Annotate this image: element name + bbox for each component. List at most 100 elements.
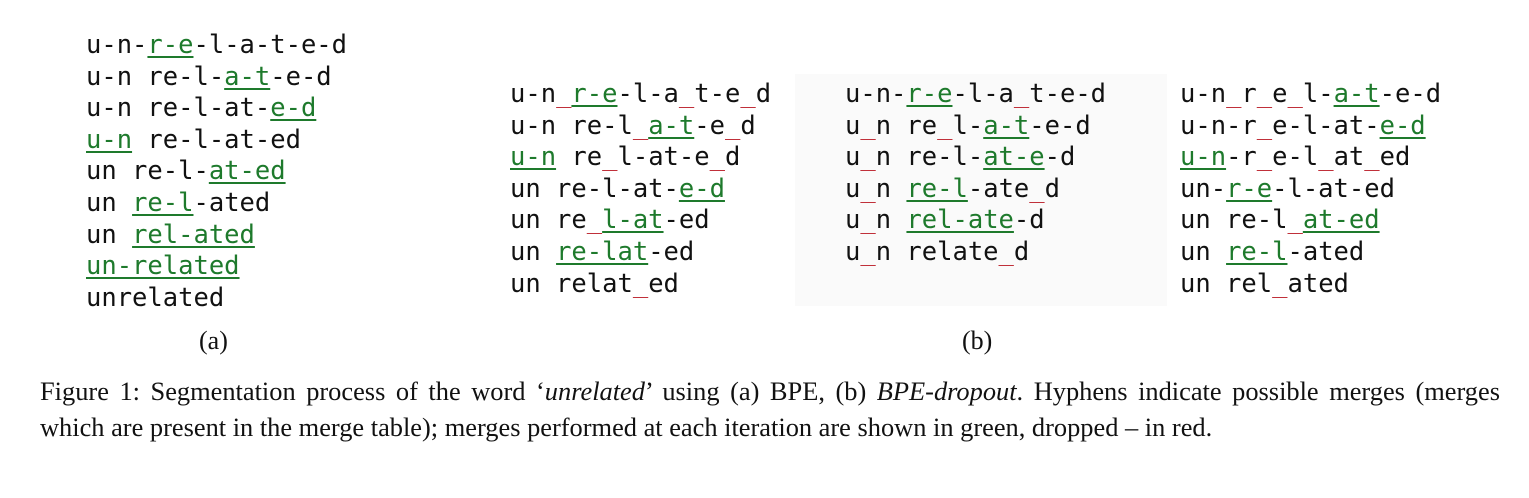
segment-text: -e-d — [1379, 79, 1442, 109]
dropped-merge: _ — [1029, 173, 1045, 204]
segment-text: un re-l- — [86, 156, 209, 187]
segment-text: -e — [694, 110, 725, 141]
segmentation-step-row: u-n re-l-a-t-e-d — [86, 62, 347, 94]
segmentation-step-row: un-related — [86, 251, 347, 283]
segment-text: u-n re-l- — [86, 61, 225, 92]
merged-segment: e-d — [1379, 110, 1426, 141]
segmentation-step-row: u_n re_l-a-t-e-d — [845, 111, 1106, 143]
dropped-merge: _ — [709, 142, 725, 173]
segment-text: -ate — [967, 173, 1030, 204]
merged-segment: a-t — [983, 110, 1030, 141]
segmentation-step-row: un re-lat-ed — [510, 237, 771, 269]
segment-text: -e-d — [1029, 110, 1091, 141]
panel-b-dropout-run-2: u-n-r-e-l-a_t-e-d u_n re_l-a-t-e-d u_n re-… — [845, 79, 1106, 269]
segmentation-step-row: u-n-r_e-l_at_ed — [1180, 142, 1441, 174]
panel-b2-background — [795, 74, 1167, 306]
dropped-merge: _ — [586, 205, 603, 236]
dropped-merge: _ — [860, 205, 876, 236]
segmentation-step-row: un re-l-at-ed — [86, 156, 347, 188]
segmentation-step-row: u-n-r-e-l-a_t-e-d — [845, 79, 1106, 111]
dropped-merge: _ — [860, 236, 876, 267]
merged-segment: re-lat — [556, 236, 649, 267]
dropped-merge: _ — [1013, 79, 1030, 109]
segment-text: u — [845, 173, 861, 204]
segment-text: e — [1272, 79, 1288, 109]
dropped-merge: _ — [632, 110, 649, 141]
dropped-merge: _ — [740, 79, 756, 109]
merged-segment: e-d — [678, 173, 725, 204]
segment-text: re — [556, 142, 603, 173]
merged-segment: a-t — [1333, 79, 1380, 109]
segment-text: u-n — [1180, 79, 1227, 109]
merged-segment: un-related — [86, 251, 240, 282]
dropped-merge: _ — [998, 236, 1014, 267]
panel-a-bpe-segmentation: u-n-r-e-l-a-t-e-d u-n re-l-a-t-e-d u-n re-… — [86, 30, 347, 314]
segment-text: n relate — [875, 236, 999, 267]
segment-text: -d — [1013, 205, 1045, 236]
segment-text: -ated — [1287, 236, 1365, 267]
dropped-merge: _ — [1364, 142, 1380, 173]
segment-text: -l-a — [952, 79, 1014, 109]
dropped-merge: _ — [860, 173, 876, 204]
segment-text: un re-l-at- — [510, 173, 679, 204]
merged-segment: re-l — [906, 173, 968, 204]
segment-text: d — [1013, 236, 1030, 267]
merged-segment: r-e — [906, 79, 953, 109]
segment-text: t-e — [694, 79, 741, 109]
merged-segment: e-d — [270, 93, 317, 124]
segmentation-step-row: u-n re_l-at-e_d — [510, 142, 771, 174]
segment-text: -l-a-t-e-d — [193, 30, 348, 60]
segment-text: d — [1044, 173, 1060, 204]
dropped-merge: _ — [678, 79, 695, 109]
merged-segment: a-t — [224, 61, 271, 92]
dropped-merge: _ — [632, 268, 649, 299]
segment-text: r — [1241, 79, 1257, 109]
merged-segment: rel-ate — [906, 205, 1014, 236]
merged-segment: at-ed — [208, 156, 286, 187]
segment-text: -e-d — [270, 61, 332, 92]
merged-segment: l-at — [602, 205, 664, 236]
segmentation-step-row: un re-l-at-e-d — [510, 174, 771, 206]
segment-text: u-n-r — [1180, 110, 1257, 141]
segment-text: u — [845, 205, 861, 236]
segmentation-step-row: un rel-ated — [86, 220, 347, 252]
segment-text: n — [875, 173, 907, 204]
segment-text: un — [1180, 236, 1227, 267]
segmentation-step-row: u-n_r_e_l-a-t-e-d — [1180, 79, 1441, 111]
merged-segment: u-n — [1180, 142, 1227, 173]
segmentation-step-row: un re-l-ated — [86, 188, 347, 220]
segmentation-step-row: u-n re-l-at-e-d — [86, 93, 347, 125]
segment-text: e-l-at- — [1272, 110, 1380, 141]
segment-text: n re — [875, 110, 938, 141]
caption-method: BPE-dropout — [876, 376, 1017, 406]
merged-segment: re-l — [1226, 236, 1288, 267]
panel-b-dropout-run-1: u-n_r-e-l-a_t-e_d u-n re-l_a-t-e_d u-n re_… — [510, 79, 771, 300]
dropped-merge: _ — [1287, 79, 1303, 109]
segmentation-step-row: un re-l-ated — [1180, 237, 1441, 269]
segment-text: un — [510, 236, 557, 267]
segment-text: l-at-e — [617, 142, 710, 173]
dropped-merge: _ — [937, 110, 953, 141]
segmentation-step-row: u-n-r_e-l-at-e-d — [1180, 111, 1441, 143]
dropped-merge: _ — [1256, 110, 1273, 141]
merged-segment: at-ed — [1302, 205, 1380, 236]
segmentation-step-row: un re_l-at-ed — [510, 205, 771, 237]
dropped-merge: _ — [1256, 79, 1273, 109]
subfigure-label-b: (b) — [962, 326, 993, 355]
segment-text: un — [86, 219, 133, 250]
dropped-merge: _ — [1256, 142, 1273, 173]
segmentation-step-row: u-n-r-e-l-a-t-e-d — [86, 30, 347, 62]
segment-text: l- — [1302, 79, 1334, 109]
segment-text: u — [845, 236, 861, 267]
segment-text: l- — [952, 110, 984, 141]
segment-text: at — [1333, 142, 1365, 173]
dropped-merge: _ — [602, 142, 618, 173]
merged-segment: at-e — [983, 142, 1045, 173]
segment-text: u-n- — [86, 30, 148, 60]
dropped-merge: _ — [1226, 79, 1242, 109]
segmentation-step-row: u-n re-l-at-ed — [86, 125, 347, 157]
dropped-merge: _ — [860, 142, 876, 173]
merged-segment: r-e — [1226, 173, 1273, 204]
segmentation-step-row: un rel_ated — [1180, 269, 1441, 301]
segment-text: d — [740, 110, 756, 141]
